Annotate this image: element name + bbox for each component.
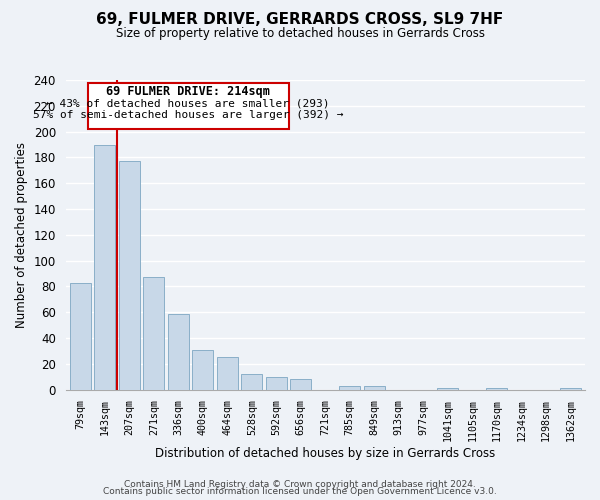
- X-axis label: Distribution of detached houses by size in Gerrards Cross: Distribution of detached houses by size …: [155, 447, 496, 460]
- Bar: [193, 350, 213, 390]
- Bar: [290, 380, 311, 390]
- Text: Contains public sector information licensed under the Open Government Licence v3: Contains public sector information licen…: [103, 488, 497, 496]
- Bar: [70, 282, 91, 390]
- Bar: [560, 388, 581, 390]
- Bar: [437, 388, 458, 390]
- Y-axis label: Number of detached properties: Number of detached properties: [15, 142, 28, 328]
- Text: ← 43% of detached houses are smaller (293): ← 43% of detached houses are smaller (29…: [46, 98, 330, 108]
- Text: Contains HM Land Registry data © Crown copyright and database right 2024.: Contains HM Land Registry data © Crown c…: [124, 480, 476, 489]
- FancyBboxPatch shape: [88, 82, 289, 129]
- Text: 57% of semi-detached houses are larger (392) →: 57% of semi-detached houses are larger (…: [33, 110, 343, 120]
- Bar: [143, 278, 164, 390]
- Bar: [364, 386, 385, 390]
- Text: 69, FULMER DRIVE, GERRARDS CROSS, SL9 7HF: 69, FULMER DRIVE, GERRARDS CROSS, SL9 7H…: [97, 12, 503, 28]
- Bar: [266, 377, 287, 390]
- Bar: [119, 162, 140, 390]
- Text: Size of property relative to detached houses in Gerrards Cross: Size of property relative to detached ho…: [115, 28, 485, 40]
- Bar: [487, 388, 507, 390]
- Bar: [94, 144, 115, 390]
- Bar: [217, 358, 238, 390]
- Text: 69 FULMER DRIVE: 214sqm: 69 FULMER DRIVE: 214sqm: [106, 85, 270, 98]
- Bar: [241, 374, 262, 390]
- Bar: [168, 314, 189, 390]
- Bar: [340, 386, 360, 390]
